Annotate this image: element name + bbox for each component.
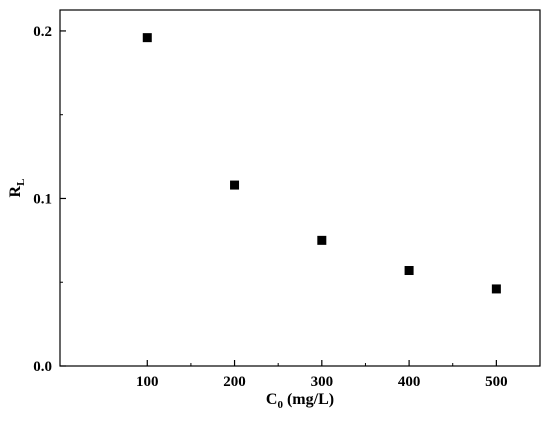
data-point — [142, 33, 152, 43]
x-axis-label: C0 (mg/L) — [266, 391, 334, 411]
data-point — [404, 266, 414, 276]
axis-ticks: 100 200 300 400 500 0.0 0.1 0.2 — [33, 24, 507, 390]
y-tick-label: 0.0 — [33, 359, 52, 375]
y-axis-label-subscript: L — [15, 179, 27, 186]
data-point — [491, 284, 501, 294]
plot-frame — [59, 9, 541, 367]
x-tick-label: 500 — [485, 374, 508, 390]
x-tick-label: 400 — [398, 374, 421, 390]
y-axis-label-main: R — [7, 185, 24, 197]
y-axis-label: RL — [7, 179, 27, 198]
x-tick-label: 200 — [223, 374, 246, 390]
x-tick-label: 100 — [136, 374, 159, 390]
x-tick-label: 300 — [311, 374, 334, 390]
data-points — [142, 33, 501, 294]
x-axis-label-subscript: 0 — [277, 399, 283, 411]
x-axis-label-main: C — [266, 391, 278, 408]
data-point — [317, 235, 327, 245]
x-axis-label-unit: (mg/L) — [283, 391, 334, 408]
data-point — [230, 180, 240, 190]
y-tick-label: 0.2 — [33, 24, 52, 40]
y-tick-label: 0.1 — [33, 191, 52, 207]
